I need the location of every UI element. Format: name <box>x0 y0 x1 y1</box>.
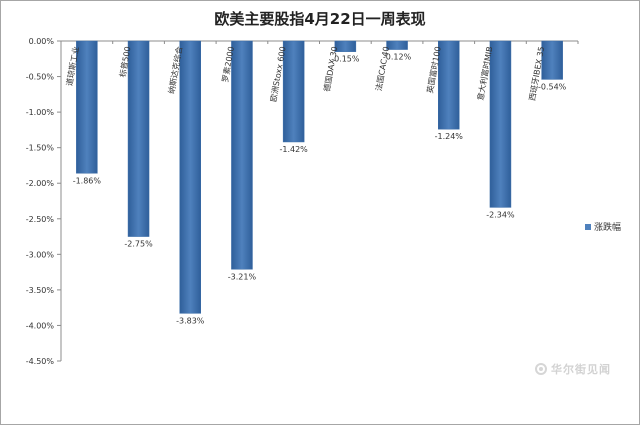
data-label: -2.34% <box>486 210 515 219</box>
data-label: -3.21% <box>228 272 257 281</box>
bar <box>386 40 408 50</box>
bar <box>438 40 460 130</box>
bar <box>541 40 563 80</box>
y-tick-label: -4.00% <box>26 321 55 330</box>
chart-title: 欧美主要股指4月22日一周表现 <box>214 10 426 28</box>
y-tick-label: -1.00% <box>26 108 55 117</box>
bar <box>231 40 253 270</box>
category-label: 德国DAX 30 <box>322 46 340 93</box>
y-tick-label: -4.50% <box>26 357 55 366</box>
bar <box>179 40 201 314</box>
y-tick-label: 0.00% <box>29 37 55 46</box>
data-label: -1.86% <box>73 176 102 185</box>
legend-label: 涨跌幅 <box>594 223 622 233</box>
watermark-text: 华尔街见闻 <box>551 363 611 376</box>
y-tick-label: -2.00% <box>26 179 55 188</box>
category-label: 法国CAC 40 <box>373 46 391 92</box>
y-tick-label: -3.50% <box>26 286 55 295</box>
data-label: -3.83% <box>176 316 205 325</box>
bar <box>282 40 305 143</box>
y-tick-label: -2.50% <box>26 215 55 224</box>
data-label: -0.54% <box>538 82 567 91</box>
y-tick-label: -3.00% <box>26 250 55 259</box>
bar <box>334 40 357 52</box>
data-label: -0.15% <box>331 55 360 64</box>
data-label: -0.12% <box>383 53 412 62</box>
wallstreetcn-logo-icon <box>535 363 547 375</box>
bar <box>76 40 98 174</box>
watermark: 华尔街见闻 <box>535 361 611 377</box>
data-label: -1.42% <box>279 145 308 154</box>
bar <box>127 40 150 237</box>
y-tick-label: -1.50% <box>26 144 55 153</box>
bar <box>489 40 512 208</box>
data-label: -1.24% <box>435 132 464 141</box>
legend: 涨跌幅 <box>585 220 621 233</box>
data-label: -2.75% <box>124 240 153 249</box>
legend-swatch <box>585 223 591 230</box>
y-tick-label: -0.50% <box>26 73 55 82</box>
